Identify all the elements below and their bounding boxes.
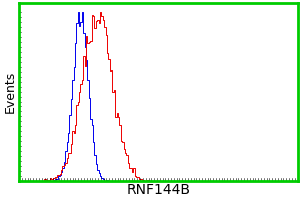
X-axis label: RNF144B: RNF144B	[126, 183, 191, 197]
Y-axis label: Events: Events	[4, 71, 17, 113]
